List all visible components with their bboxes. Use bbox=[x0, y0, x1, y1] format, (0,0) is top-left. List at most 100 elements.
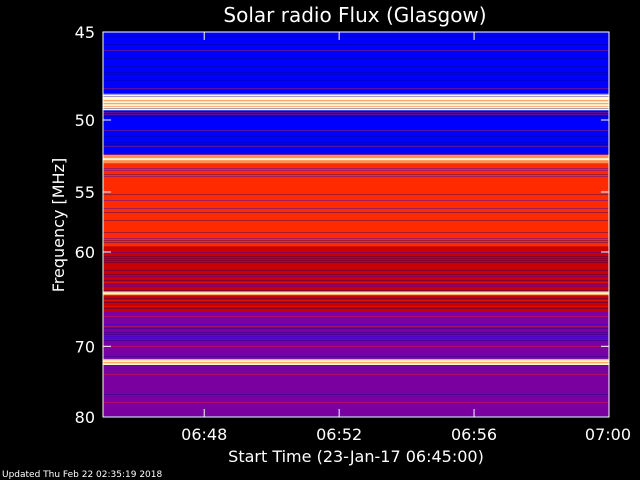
texture-line bbox=[103, 94, 609, 95]
texture-line bbox=[103, 36, 609, 37]
texture-line bbox=[103, 198, 609, 199]
texture-line bbox=[103, 116, 609, 117]
texture-line bbox=[103, 270, 609, 271]
texture-line bbox=[103, 262, 609, 263]
texture-line bbox=[103, 170, 609, 171]
chart-title: Solar radio Flux (Glasgow) bbox=[223, 3, 486, 27]
texture-line bbox=[103, 174, 609, 175]
texture-line bbox=[103, 334, 609, 335]
update-timestamp: Updated Thu Feb 22 02:35:19 2018 bbox=[2, 470, 163, 480]
texture-line bbox=[103, 394, 609, 395]
texture-line bbox=[103, 108, 609, 109]
texture-line bbox=[103, 328, 609, 329]
texture-line bbox=[103, 168, 609, 169]
texture-line bbox=[103, 286, 609, 287]
texture-line bbox=[103, 260, 609, 261]
texture-line bbox=[103, 316, 609, 317]
texture-line bbox=[103, 194, 609, 195]
texture-line bbox=[103, 202, 609, 203]
y-tick-label: 70 bbox=[75, 337, 95, 356]
texture-line bbox=[103, 356, 609, 357]
texture-line bbox=[103, 112, 609, 113]
bright-line-1 bbox=[103, 158, 609, 161]
y-axis-ticks: 45 50 55 60 70 80 bbox=[75, 23, 609, 427]
texture-line bbox=[103, 52, 609, 53]
texture-line bbox=[103, 196, 609, 197]
texture-line bbox=[103, 402, 609, 403]
bright-line-3 bbox=[103, 360, 609, 363]
band-2 bbox=[103, 110, 609, 155]
texture-line bbox=[103, 106, 609, 107]
texture-line bbox=[103, 142, 609, 143]
y-tick-label: 45 bbox=[75, 23, 95, 42]
texture-line bbox=[103, 306, 609, 307]
texture-line bbox=[103, 44, 609, 45]
texture-line bbox=[103, 136, 609, 137]
texture-line bbox=[103, 240, 609, 241]
texture-line bbox=[103, 130, 609, 131]
texture-line bbox=[103, 300, 609, 301]
texture-line bbox=[103, 176, 609, 177]
texture-line bbox=[103, 280, 609, 281]
texture-line bbox=[103, 284, 609, 285]
y-tick-label: 80 bbox=[75, 408, 95, 427]
texture-line bbox=[103, 332, 609, 333]
band-0 bbox=[103, 32, 609, 94]
y-tick-label: 60 bbox=[75, 243, 95, 262]
x-tick-label: 06:52 bbox=[316, 425, 362, 444]
texture-line bbox=[103, 88, 609, 89]
band-4 bbox=[103, 163, 609, 247]
band-6 bbox=[103, 312, 609, 359]
texture-line bbox=[103, 72, 609, 73]
band-5 bbox=[103, 246, 609, 312]
texture-line bbox=[103, 374, 609, 375]
texture-line bbox=[103, 154, 609, 155]
texture-line bbox=[103, 326, 609, 327]
y-tick-label: 55 bbox=[75, 183, 95, 202]
texture-line bbox=[103, 290, 609, 291]
spectrogram-plot bbox=[102, 31, 610, 418]
texture-line bbox=[103, 120, 609, 121]
texture-line bbox=[103, 324, 609, 325]
texture-line bbox=[103, 96, 609, 97]
x-tick-label: 07:00 bbox=[585, 425, 631, 444]
y-tick-label: 50 bbox=[75, 111, 95, 130]
texture-line bbox=[103, 74, 609, 75]
texture-line bbox=[103, 282, 609, 283]
texture-line bbox=[103, 276, 609, 277]
texture-line bbox=[103, 298, 609, 299]
texture-line bbox=[103, 138, 609, 139]
bright-line-0 bbox=[103, 101, 609, 104]
texture-line bbox=[103, 232, 609, 233]
texture-line bbox=[103, 146, 609, 147]
texture-line bbox=[103, 80, 609, 81]
y-axis-label: Frequency [MHz] bbox=[49, 158, 68, 292]
texture-line bbox=[103, 86, 609, 87]
texture-line bbox=[103, 242, 609, 243]
texture-line bbox=[103, 258, 609, 259]
band-8 bbox=[103, 365, 609, 417]
texture-line bbox=[103, 346, 609, 347]
texture-line bbox=[103, 62, 609, 63]
texture-line bbox=[103, 238, 609, 239]
x-axis-ticks: 06:48 06:52 06:56 07:00 bbox=[181, 32, 631, 444]
texture-line bbox=[103, 212, 609, 213]
texture-line bbox=[103, 338, 609, 339]
x-axis-label: Start Time (23-Jan-17 06:45:00) bbox=[228, 447, 484, 466]
texture-line bbox=[103, 220, 609, 221]
texture-line bbox=[103, 50, 609, 51]
texture-line bbox=[103, 38, 609, 39]
texture-line bbox=[103, 336, 609, 337]
texture-line bbox=[103, 126, 609, 127]
texture-line bbox=[103, 308, 609, 309]
x-tick-label: 06:48 bbox=[181, 425, 227, 444]
texture-line bbox=[103, 58, 609, 59]
texture-line bbox=[103, 274, 609, 275]
texture-line bbox=[103, 144, 609, 145]
texture-line bbox=[103, 340, 609, 341]
texture-line bbox=[103, 208, 609, 209]
texture-line bbox=[103, 256, 609, 257]
texture-line bbox=[103, 114, 609, 115]
texture-line bbox=[103, 252, 609, 253]
